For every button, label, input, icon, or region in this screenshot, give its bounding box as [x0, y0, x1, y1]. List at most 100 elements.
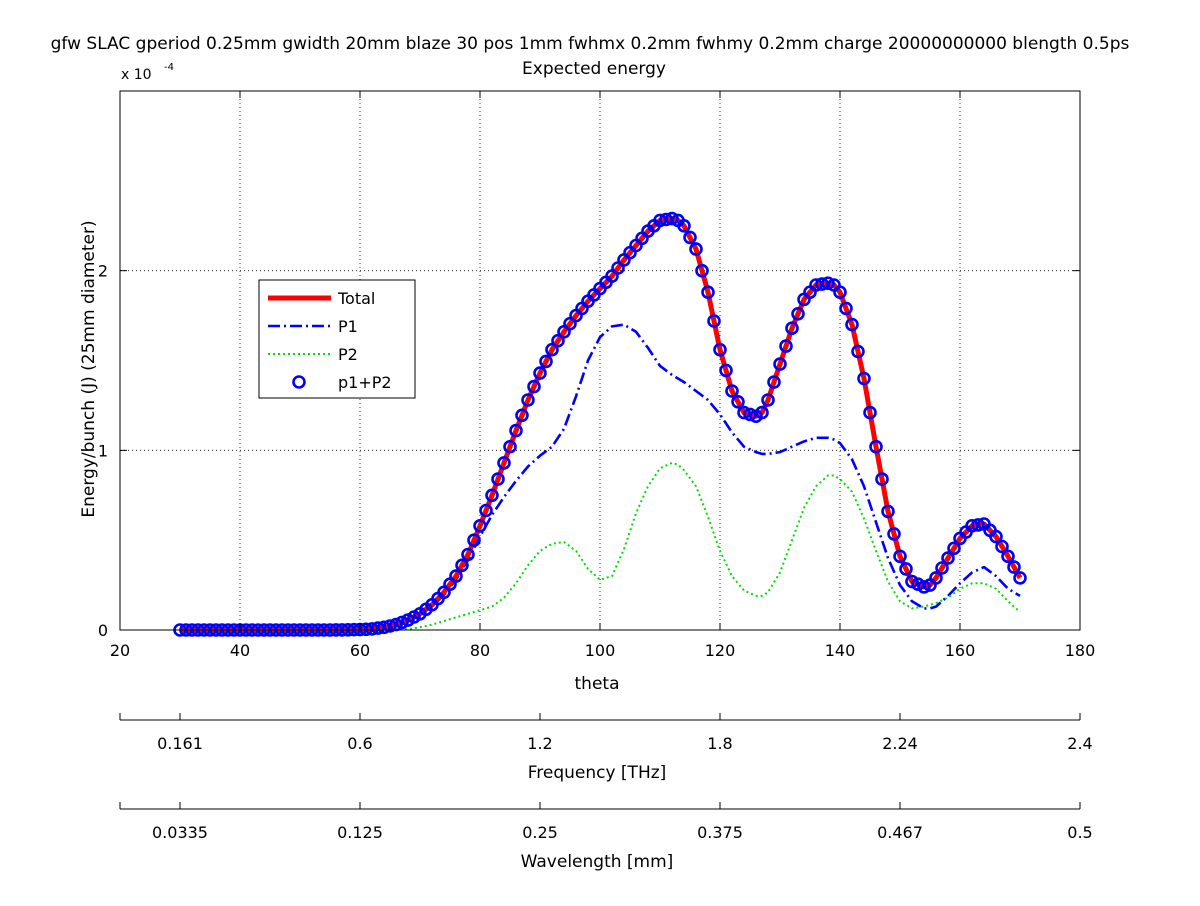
- marker-point: [719, 363, 733, 378]
- y-exponent-base: x 10: [121, 67, 152, 83]
- y-axis-label: Energy/bunch (J) (25mm diameter): [79, 220, 99, 517]
- marker-point: [773, 357, 787, 371]
- marker-point: [467, 533, 481, 548]
- marker-point: [917, 580, 931, 594]
- x-tick-label: 120: [705, 641, 736, 660]
- chart-subtitle: Expected energy: [522, 59, 666, 79]
- series-line-p1: [180, 323, 1021, 632]
- marker-point: [785, 321, 799, 336]
- marker-point: [701, 285, 715, 300]
- legend-label: P1: [338, 317, 358, 336]
- secondary-axes: 0.161 0.6 1.2 1.8 2.24 2.4 Frequency [THz] 0.03…: [119, 713, 1093, 872]
- marker-point: [947, 541, 961, 556]
- marker-point: [725, 384, 739, 398]
- marker-point: [683, 230, 697, 245]
- marker-point: [695, 263, 709, 278]
- marker-point: [1001, 549, 1015, 564]
- x-tick-label: 40: [230, 641, 250, 660]
- marker-point: [455, 558, 469, 573]
- marker-point: [833, 285, 847, 300]
- marker-point: [791, 306, 805, 321]
- marker-point: [713, 342, 727, 357]
- axes: 20 40 60 80 100 120 140 160 180 0 1 2: [98, 90, 1095, 660]
- marker-point: [875, 472, 889, 486]
- marker-point: [665, 211, 679, 226]
- secondary-axis-tick-label: 1.8: [707, 734, 732, 753]
- marker-point: [857, 371, 871, 386]
- secondary-axis-tick-label: 0.6: [347, 734, 372, 753]
- secondary-axis-tick-label: 0.0335: [152, 823, 208, 842]
- legend-label: p1+P2: [338, 373, 392, 392]
- marker-point: [869, 439, 883, 454]
- marker-point: [899, 562, 913, 576]
- marker-point: [995, 539, 1009, 554]
- marker-point: [839, 301, 853, 316]
- marker-point: [509, 423, 523, 438]
- y-exponent-label: x 10 -4: [121, 62, 174, 83]
- secondary-axis-tick-label: 0.25: [522, 823, 558, 842]
- marker-point: [515, 408, 529, 423]
- marker-point: [503, 439, 517, 454]
- secondary-axis-tick-label: 0.467: [877, 823, 923, 842]
- marker-point: [845, 317, 859, 332]
- legend-label: P2: [338, 345, 358, 364]
- x-tick-label: 140: [825, 641, 856, 660]
- marker-point: [479, 503, 493, 518]
- marker-point: [551, 333, 565, 348]
- legend: Total P1 P2 p1+P2: [258, 279, 416, 399]
- marker-point: [767, 375, 781, 389]
- marker-point: [929, 571, 943, 585]
- secondary-axis-label: Wavelength [mm]: [521, 852, 674, 872]
- x-tick-label: 160: [945, 641, 976, 660]
- marker-point: [863, 405, 877, 420]
- marker-point: [1013, 571, 1027, 585]
- secondary-axis-tick-label: 0.375: [697, 823, 743, 842]
- marker-point: [881, 504, 895, 519]
- chart-title: gfw SLAC gperiod 0.25mm gwidth 20mm blaz…: [51, 34, 1130, 54]
- y-tick-label: 1: [98, 441, 108, 460]
- y-tick-label: 0: [98, 621, 108, 640]
- marker-point: [893, 549, 907, 564]
- marker-point: [887, 527, 901, 541]
- secondary-axis-tick-label: 0.125: [337, 823, 383, 842]
- marker-point: [755, 405, 769, 420]
- marker-point: [689, 242, 703, 256]
- legend-swatch-marker: [292, 375, 306, 389]
- marker-point: [1007, 560, 1021, 574]
- marker-point: [491, 472, 505, 486]
- marker-point: [473, 518, 487, 533]
- marker-point: [779, 339, 793, 353]
- x-tick-label: 20: [110, 641, 130, 660]
- marker-point: [971, 518, 985, 532]
- marker-point: [677, 219, 691, 233]
- marker-point: [707, 314, 721, 328]
- secondary-axis-tick-label: 0.5: [1067, 823, 1092, 842]
- marker-point: [533, 366, 547, 380]
- marker-point: [539, 354, 553, 369]
- y-exponent-power: -4: [164, 62, 174, 73]
- y-tick-label: 2: [98, 262, 108, 281]
- marker-point: [377, 620, 391, 635]
- marker-point: [497, 456, 511, 470]
- secondary-axis-tick-label: 1.2: [527, 734, 552, 753]
- marker-point: [521, 393, 535, 407]
- marker-point: [545, 342, 559, 357]
- secondary-axis-tick-label: 2.4: [1067, 734, 1092, 753]
- secondary-axis-tick-label: 0.161: [157, 734, 203, 753]
- x-axis-label: theta: [575, 674, 620, 694]
- legend-label: Total: [337, 289, 375, 308]
- marker-point: [731, 394, 745, 409]
- series-line-p2: [180, 461, 1021, 631]
- secondary-axis-label: Frequency [THz]: [528, 763, 667, 783]
- marker-point: [527, 379, 541, 394]
- marker-point: [449, 569, 463, 583]
- marker-point: [851, 344, 865, 359]
- x-tick-label: 60: [350, 641, 370, 660]
- x-tick-label: 100: [585, 641, 616, 660]
- marker-point: [383, 619, 397, 633]
- marker-point: [821, 276, 835, 291]
- marker-point: [371, 621, 385, 635]
- marker-point: [989, 529, 1003, 544]
- marker-point: [485, 488, 499, 503]
